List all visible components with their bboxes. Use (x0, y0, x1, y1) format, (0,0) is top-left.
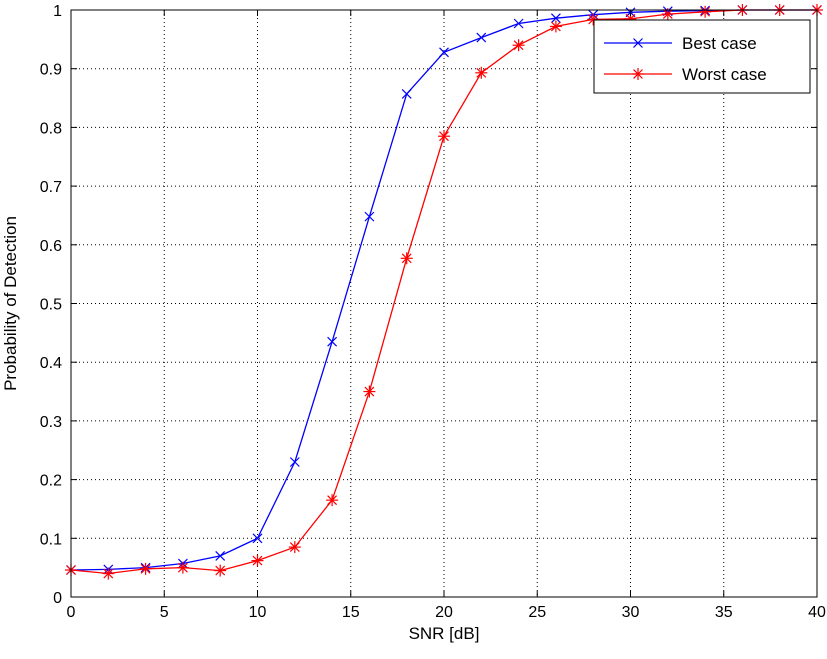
x-tick-label: 35 (715, 604, 733, 621)
y-tick-label: 0.4 (40, 355, 62, 372)
y-tick-label: 0.3 (40, 414, 62, 431)
x-tick-label: 15 (342, 604, 360, 621)
data-point-worst-case (288, 541, 301, 554)
y-tick-label: 0.9 (40, 62, 62, 79)
x-tick-label: 30 (622, 604, 640, 621)
data-point-worst-case (512, 39, 525, 52)
data-point-best-case (439, 47, 449, 58)
data-point-worst-case (438, 130, 450, 143)
data-point-best-case (550, 13, 561, 24)
x-tick-label: 5 (160, 604, 169, 621)
y-tick-label: 0 (53, 590, 62, 607)
y-tick-label: 0.2 (40, 473, 62, 490)
legend-entry-worst-case: Worst case (604, 65, 767, 84)
data-point-best-case (364, 211, 375, 222)
data-point-worst-case (699, 5, 712, 18)
legend-entry-best-case: Best case (604, 34, 757, 53)
data-point-best-case (215, 550, 226, 561)
legend-box (593, 19, 811, 94)
legend-marker (632, 68, 644, 80)
data-point-best-case (289, 457, 300, 467)
data-point-best-case (513, 18, 524, 29)
data-point-worst-case (549, 20, 562, 33)
y-axis-title: Probability of Detection (1, 216, 20, 391)
y-tick-label: 1 (53, 3, 62, 20)
data-point-worst-case (475, 66, 488, 79)
data-point-worst-case (102, 567, 115, 580)
data-point-best-case (476, 32, 487, 43)
x-tick-label: 25 (528, 604, 546, 621)
legend-label: Best case (682, 34, 757, 53)
data-point-worst-case (139, 562, 152, 575)
data-point-best-case (252, 533, 263, 544)
data-point-worst-case (326, 494, 339, 507)
axis-ticks: 0 5 10 15 20 25 30 35 40 0 0.1 0.2 0.3 0.4 0.5 0.6 0.7 0.… (40, 3, 826, 621)
x-tick-label: 10 (249, 604, 267, 621)
legend: Best case Worst case (593, 19, 811, 94)
y-tick-label: 0.5 (40, 297, 62, 314)
x-tick-label: 40 (808, 604, 826, 621)
y-tick-label: 0.1 (40, 531, 62, 548)
x-tick-label: 20 (435, 604, 453, 621)
data-point-worst-case (251, 554, 264, 567)
x-tick-label: 0 (67, 604, 76, 621)
data-point-worst-case (214, 564, 227, 577)
x-axis-title: SNR [dB] (409, 624, 480, 643)
data-point-worst-case (363, 385, 376, 398)
data-point-worst-case (176, 561, 189, 574)
data-point-best-case (401, 89, 412, 99)
legend-label: Worst case (682, 65, 767, 84)
y-tick-label: 0.6 (40, 238, 62, 255)
legend-marker (633, 38, 643, 48)
y-tick-label: 0.8 (40, 120, 62, 137)
grid-lines (71, 10, 817, 597)
data-point-worst-case (400, 252, 413, 265)
data-point-best-case (327, 336, 338, 347)
y-tick-label: 0.7 (40, 179, 62, 196)
